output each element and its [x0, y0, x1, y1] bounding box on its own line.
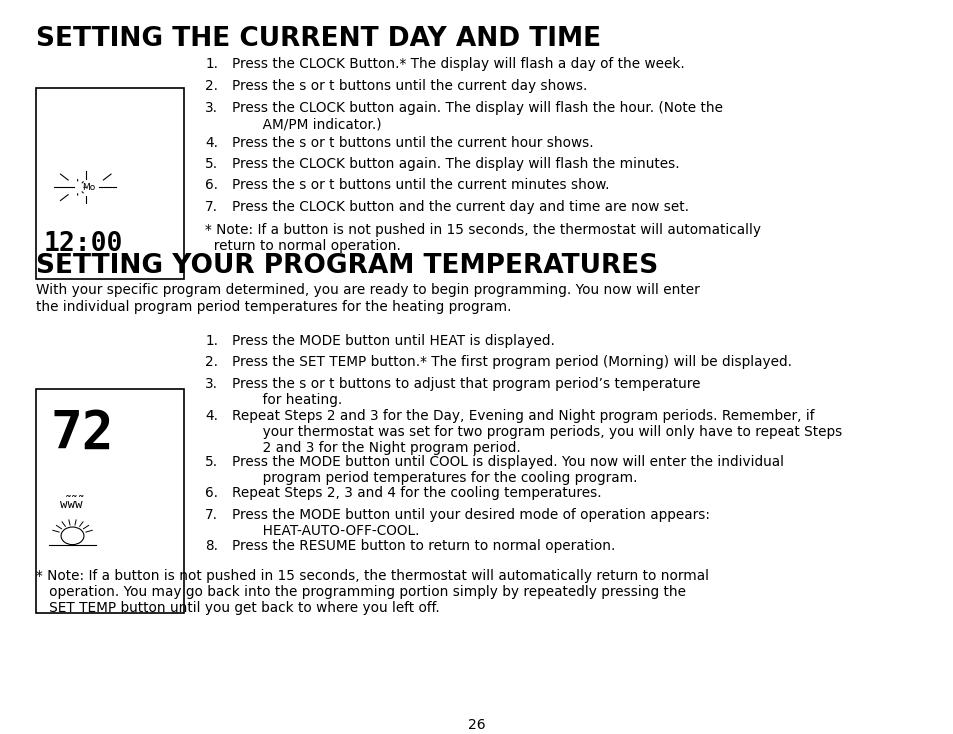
Text: * Note: If a button is not pushed in 15 seconds, the thermostat will automatical: * Note: If a button is not pushed in 15 … [205, 223, 760, 253]
Text: 1.: 1. [205, 334, 218, 348]
Text: Repeat Steps 2 and 3 for the Day, Evening and Night program periods. Remember, i: Repeat Steps 2 and 3 for the Day, Evenin… [232, 409, 841, 455]
Text: 5.: 5. [205, 157, 218, 171]
Text: 7.: 7. [205, 508, 218, 522]
Text: Repeat Steps 2, 3 and 4 for the cooling temperatures.: Repeat Steps 2, 3 and 4 for the cooling … [232, 486, 600, 500]
Text: * Note: If a button is not pushed in 15 seconds, the thermostat will automatical: * Note: If a button is not pushed in 15 … [36, 569, 708, 615]
Text: 8.: 8. [205, 539, 218, 553]
Text: 26: 26 [468, 718, 485, 732]
Text: 5.: 5. [205, 455, 218, 469]
Text: Press the s or t buttons until the current hour shows.: Press the s or t buttons until the curre… [232, 136, 593, 150]
Text: 3.: 3. [205, 377, 218, 390]
Text: 6.: 6. [205, 486, 218, 500]
Text: Press the s or t buttons until the current minutes show.: Press the s or t buttons until the curre… [232, 178, 609, 192]
Text: 3.: 3. [205, 101, 218, 115]
Text: Press the MODE button until COOL is displayed. You now will enter the individual: Press the MODE button until COOL is disp… [232, 455, 783, 485]
Text: Press the SET TEMP button.* The first program period (Morning) will be displayed: Press the SET TEMP button.* The first pr… [232, 355, 791, 369]
Text: Mo: Mo [82, 183, 95, 192]
Text: 4.: 4. [205, 136, 218, 150]
Text: 72: 72 [51, 407, 114, 459]
Text: Press the s or t buttons to adjust that program period’s temperature
       for : Press the s or t buttons to adjust that … [232, 377, 700, 407]
Text: SETTING THE CURRENT DAY AND TIME: SETTING THE CURRENT DAY AND TIME [36, 26, 600, 51]
Text: 6.: 6. [205, 178, 218, 192]
Text: 12:00: 12:00 [44, 231, 123, 257]
Text: Press the MODE button until your desired mode of operation appears:
       HEAT-: Press the MODE button until your desired… [232, 508, 709, 538]
Text: Press the RESUME button to return to normal operation.: Press the RESUME button to return to nor… [232, 539, 615, 553]
Text: www: www [60, 498, 83, 511]
Text: ˜˜˜: ˜˜˜ [65, 495, 86, 509]
Text: With your specific program determined, you are ready to begin programming. You n: With your specific program determined, y… [36, 283, 700, 313]
Text: 4.: 4. [205, 409, 218, 423]
Text: Press the CLOCK Button.* The display will flash a day of the week.: Press the CLOCK Button.* The display wil… [232, 57, 684, 70]
Text: Press the CLOCK button again. The display will flash the minutes.: Press the CLOCK button again. The displa… [232, 157, 679, 171]
Text: Press the s or t buttons until the current day shows.: Press the s or t buttons until the curre… [232, 79, 587, 92]
Text: 2.: 2. [205, 355, 218, 369]
Text: Press the MODE button until HEAT is displayed.: Press the MODE button until HEAT is disp… [232, 334, 554, 348]
Bar [36, 389, 184, 613]
Text: 2.: 2. [205, 79, 218, 92]
Text: 7.: 7. [205, 200, 218, 214]
Text: SETTING YOUR PROGRAM TEMPERATURES: SETTING YOUR PROGRAM TEMPERATURES [36, 253, 658, 279]
Text: 1.: 1. [205, 57, 218, 70]
Bar [36, 88, 184, 279]
Text: Press the CLOCK button again. The display will flash the hour. (Note the
       : Press the CLOCK button again. The displa… [232, 101, 722, 131]
Text: Press the CLOCK button and the current day and time are now set.: Press the CLOCK button and the current d… [232, 200, 688, 214]
